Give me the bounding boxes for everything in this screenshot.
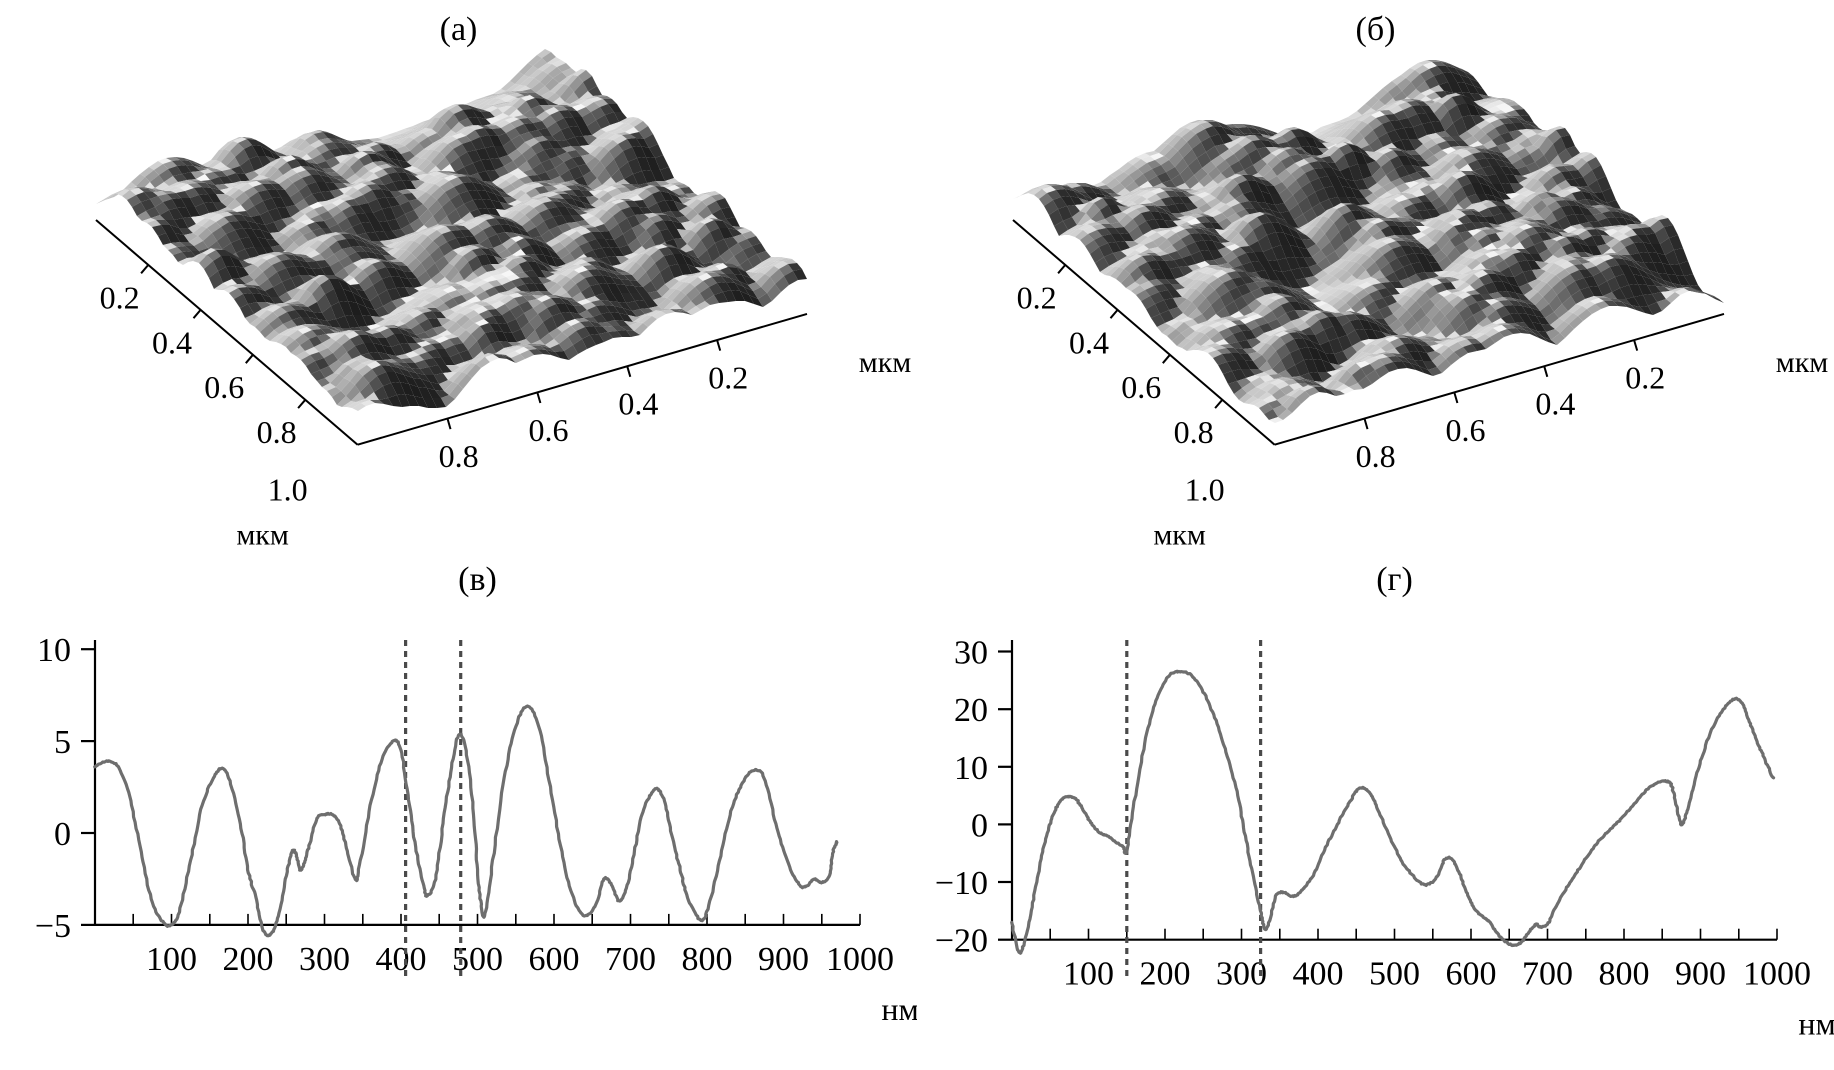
svg-text:мкм: мкм (1153, 519, 1206, 550)
svg-text:1.0: 1.0 (268, 472, 308, 508)
svg-text:0.4: 0.4 (1069, 324, 1109, 360)
svg-text:0.2: 0.2 (100, 279, 140, 315)
svg-text:0.2: 0.2 (1017, 279, 1057, 315)
svg-text:(а): (а) (440, 11, 478, 48)
svg-text:1.0: 1.0 (1185, 472, 1225, 508)
svg-text:0.8: 0.8 (439, 438, 479, 474)
svg-text:0.4: 0.4 (152, 324, 192, 360)
svg-text:0.6: 0.6 (1121, 369, 1161, 405)
svg-text:мкм: мкм (1776, 346, 1829, 379)
svg-text:0.8: 0.8 (1356, 438, 1396, 474)
svg-text:0.4: 0.4 (1535, 386, 1575, 422)
svg-text:0.8: 0.8 (1174, 414, 1214, 450)
svg-text:0.6: 0.6 (529, 412, 569, 448)
svg-text:(б): (б) (1356, 11, 1396, 48)
svg-text:0.2: 0.2 (708, 360, 748, 396)
svg-text:мкм: мкм (236, 519, 289, 550)
svg-text:0.4: 0.4 (618, 386, 658, 422)
svg-text:0.6: 0.6 (204, 369, 244, 405)
svg-text:0.6: 0.6 (1446, 412, 1486, 448)
svg-text:мкм: мкм (859, 346, 912, 379)
svg-text:0.2: 0.2 (1625, 360, 1665, 396)
svg-text:0.8: 0.8 (257, 414, 297, 450)
